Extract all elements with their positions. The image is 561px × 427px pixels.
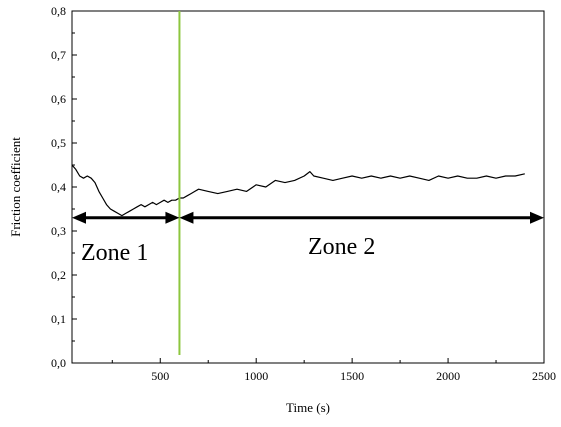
y-tick-label: 0,2 [51, 268, 66, 282]
y-tick-label: 0,8 [51, 4, 66, 18]
zone1-label: Zone 1 [81, 240, 148, 266]
series-layer [71, 164, 525, 217]
zone2-arrow [179, 211, 544, 224]
y-tick-label: 0,6 [51, 92, 66, 106]
y-tick-label: 0,7 [51, 48, 66, 62]
y-axis-label: Friction coefficient [8, 137, 23, 237]
zone1-arrow-arrowhead-right [165, 211, 180, 224]
x-tick-label: 2500 [532, 369, 556, 383]
plot-frame [71, 10, 545, 364]
y-tick-label: 0,3 [51, 224, 66, 238]
tick-layer: 0,0 0,1 0,2 0,3 0,4 0,5 0,6 0,7 0,8 500 1000 1500 20… [51, 4, 556, 383]
zone2-arrow-arrowhead-left [179, 211, 194, 224]
friction-series-line [71, 164, 525, 217]
y-tick-label: 0,4 [51, 180, 66, 194]
annotation-layer: Zone 1 Zone 2 [72, 11, 544, 355]
zone1-arrow [72, 211, 180, 224]
y-tick-label: 0,5 [51, 136, 66, 150]
zone1-arrow-arrowhead-left [72, 211, 86, 224]
zone2-arrow-arrowhead-right [530, 211, 544, 224]
x-tick-label: 1500 [340, 369, 364, 383]
x-tick-label: 1000 [244, 369, 268, 383]
x-tick-label: 500 [151, 369, 169, 383]
y-tick-label: 0,1 [51, 312, 66, 326]
x-tick-label: 2000 [436, 369, 460, 383]
x-axis-label: Time (s) [286, 400, 330, 415]
y-tick-label: 0,0 [51, 356, 66, 370]
zone2-label: Zone 2 [308, 234, 375, 260]
